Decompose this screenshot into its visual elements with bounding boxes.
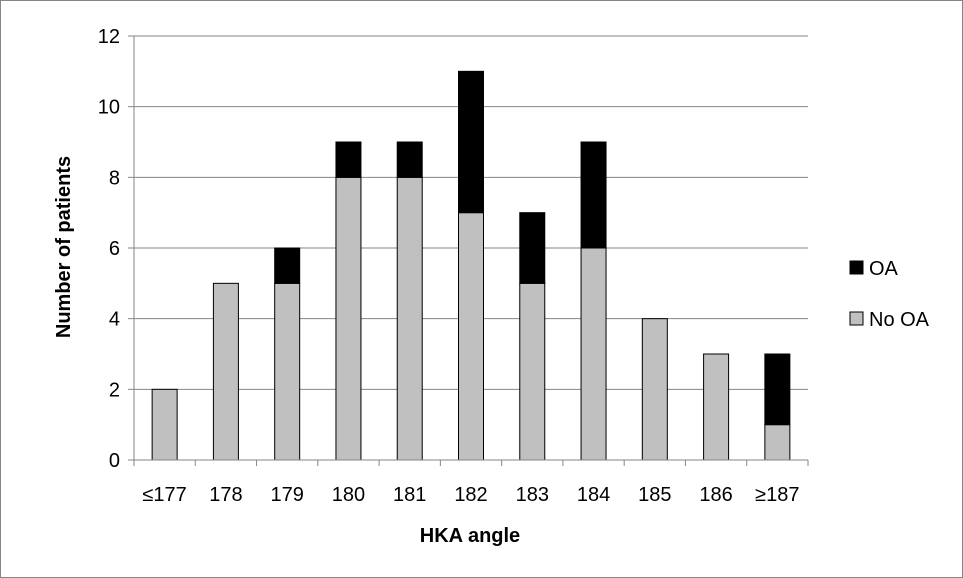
x-tick-label-5: 182 (454, 484, 487, 506)
legend-swatch-oa (849, 260, 864, 275)
x-tick-labels: ≤177 178 179 180 181 182 183 184 185 186 ≥187 (142, 484, 799, 506)
bar-no-oa-10 (764, 424, 791, 461)
x-tick-label-7: 184 (577, 484, 610, 506)
y-tick-labels: 0 2 4 6 8 10 12 (98, 26, 120, 472)
x-tick-label-1: 178 (209, 484, 242, 506)
bar-no-oa-7 (580, 247, 607, 461)
y-tick-label-12: 12 (98, 26, 120, 48)
bar-oa-6 (519, 212, 546, 284)
bar-no-oa-0 (151, 388, 178, 461)
x-tick-label-4: 181 (393, 484, 426, 506)
y-tick-label-2: 2 (109, 379, 120, 401)
bars (151, 70, 791, 461)
bar-no-oa-6 (519, 282, 546, 461)
bar-no-oa-1 (212, 282, 239, 461)
x-tick-label-8: 185 (638, 484, 671, 506)
axes (128, 35, 809, 466)
legend: OA No OA (849, 258, 930, 331)
legend-label-no-oa: No OA (869, 309, 930, 331)
bar-no-oa-4 (396, 176, 423, 461)
legend-swatch-no-oa (849, 311, 864, 326)
bar-oa-4 (396, 141, 423, 178)
x-tick-label-0: ≤177 (142, 484, 186, 506)
bar-oa-7 (580, 141, 607, 249)
bar-no-oa-2 (274, 282, 301, 461)
y-tick-label-10: 10 (98, 97, 120, 119)
bar-oa-3 (335, 141, 362, 178)
y-tick-label-6: 6 (109, 238, 120, 260)
y-tick-label-0: 0 (109, 450, 120, 472)
legend-label-oa: OA (869, 258, 899, 280)
x-axis-title: HKA angle (420, 525, 520, 547)
bar-oa-5 (458, 70, 484, 214)
y-axis-title: Number of patients (53, 156, 75, 338)
x-tick-label-3: 180 (332, 484, 365, 506)
x-tick-label-6: 183 (516, 484, 549, 506)
bar-no-oa-3 (335, 176, 362, 461)
bar-oa-10 (764, 353, 791, 426)
x-tick-label-2: 179 (270, 484, 303, 506)
bar-oa-2 (274, 247, 301, 284)
bar-no-oa-5 (458, 212, 484, 461)
y-tick-label-4: 4 (109, 309, 120, 331)
y-tick-label-8: 8 (109, 167, 120, 189)
bar-no-oa-8 (641, 318, 668, 461)
x-tick-label-10: ≥187 (755, 484, 799, 506)
bar-no-oa-9 (703, 353, 730, 461)
x-tick-label-9: 186 (699, 484, 732, 506)
